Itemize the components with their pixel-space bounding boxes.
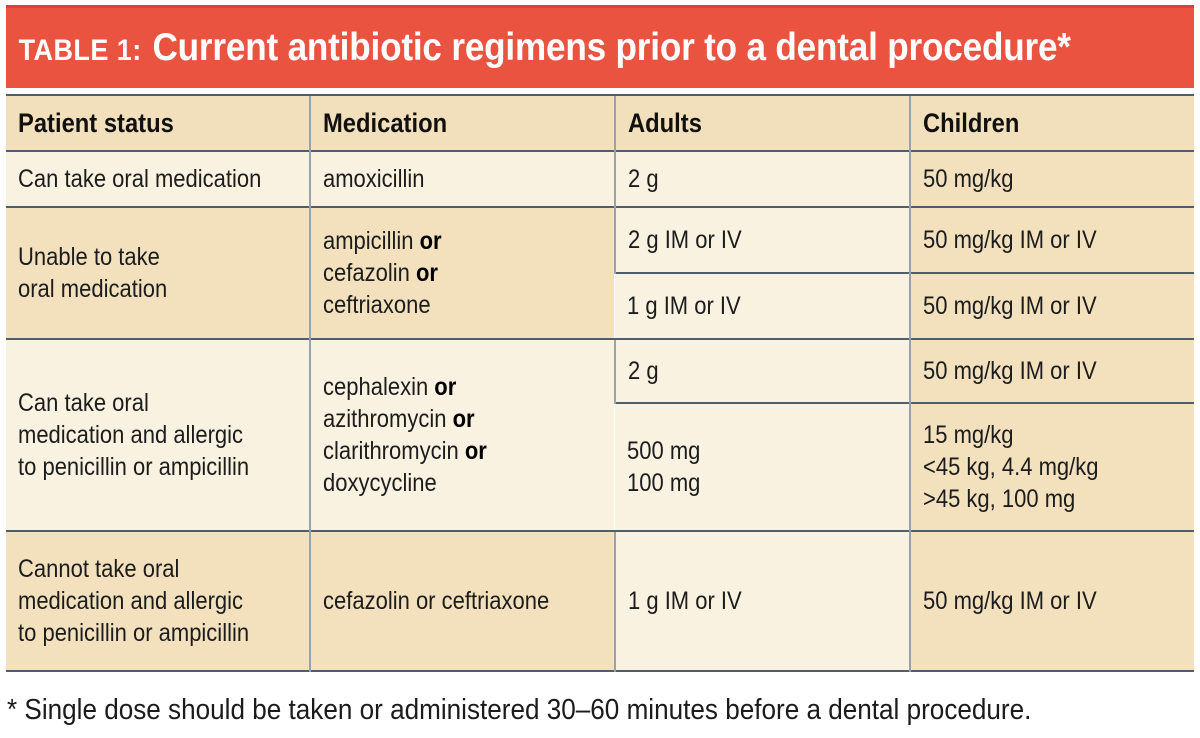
- regimen-table: Patient status Medication Adults Childre…: [6, 94, 1194, 672]
- cell-adults-dose: 1 g IM or IV: [615, 272, 910, 339]
- cell-adults-dose: 2 g: [614, 150, 910, 207]
- cell-adults-dose: 500 mg 100 mg: [615, 402, 910, 531]
- column-header-adults: Adults: [614, 94, 910, 151]
- children-dose-text: 15 mg/kg <45 kg, 4.4 mg/kg >45 kg, 100 mg: [923, 421, 1099, 513]
- column-header-medication: Medication: [309, 94, 615, 151]
- table-row: 1 g IM or IV 50 mg/kg IM or IV: [6, 272, 1194, 339]
- cell-patient-status: Unable to take oral medication: [6, 206, 310, 339]
- table-row: Can take oral medication and allergic to p…: [6, 338, 1194, 531]
- cell-children-dose: 50 mg/kg IM or IV: [909, 338, 1194, 403]
- table-row: Unable to take oral medication ampicillin …: [6, 206, 1194, 339]
- patient-status-text: Cannot take oral medication and allergic t…: [18, 555, 250, 647]
- adults-dose-text: 2 g IM or IV: [628, 226, 742, 254]
- column-header-row: Patient status Medication Adults Childre…: [6, 94, 1194, 151]
- patient-status-text: Unable to take oral medication: [18, 243, 168, 303]
- table-number-label: TABLE 1:: [18, 34, 142, 67]
- cell-adults-dose: 2 g: [614, 338, 910, 403]
- children-dose-text: 50 mg/kg IM or IV: [923, 226, 1097, 254]
- cell-adults-dose: 1 g IM or IV: [614, 530, 910, 671]
- cell-children-dose: 50 mg/kg IM or IV: [909, 530, 1194, 671]
- medication-list: amoxicillin: [323, 165, 425, 193]
- cell-medication: amoxicillin: [309, 150, 615, 207]
- adults-dose-text: 2 g: [628, 357, 659, 385]
- adults-dose-text: 500 mg 100 mg: [627, 437, 701, 497]
- table-row: Cannot take oral medication and allergic t…: [6, 530, 1194, 671]
- adults-dose-text: 1 g IM or IV: [627, 292, 741, 320]
- table-row: 500 mg 100 mg 15 mg/kg <45 kg, 4.4 mg/kg >45…: [6, 402, 1194, 531]
- cell-children-dose: 50 mg/kg IM or IV: [909, 206, 1194, 273]
- patient-status-text: Can take oral medication and allergic to p…: [18, 389, 250, 481]
- medication-list: cephalexin or azithromycin or clarithromyc…: [323, 373, 487, 497]
- footnote-text: * Single dose should be taken or adminis…: [7, 694, 1032, 726]
- cell-children-dose: 15 mg/kg <45 kg, 4.4 mg/kg >45 kg, 100 mg: [909, 402, 1194, 531]
- cell-medication: cephalexin or azithromycin or clarithromyc…: [309, 338, 615, 531]
- adults-dose-text: 1 g IM or IV: [628, 587, 742, 615]
- table-title-text: Current antibiotic regimens prior to a d…: [152, 26, 1071, 69]
- cell-children-dose: 50 mg/kg IM or IV: [909, 272, 1194, 339]
- children-dose-text: 50 mg/kg IM or IV: [923, 587, 1097, 615]
- medication-list: cefazolin or ceftriaxone: [323, 587, 550, 615]
- table-title-bar: TABLE 1: Current antibiotic regimens pri…: [6, 5, 1194, 88]
- cell-medication: ampicillin or cefazolin or ceftriaxone: [309, 206, 615, 339]
- cell-adults-dose: 2 g IM or IV: [614, 206, 910, 273]
- cell-children-dose: 50 mg/kg: [909, 150, 1194, 207]
- cell-patient-status: Can take oral medication: [6, 150, 310, 207]
- table-title: TABLE 1: Current antibiotic regimens pri…: [6, 26, 1071, 70]
- table-footnote: * Single dose should be taken or adminis…: [7, 692, 1195, 729]
- table-row: Can take oral medication amoxicillin 2 g 50…: [6, 150, 1194, 207]
- adults-dose-text: 2 g: [628, 165, 659, 193]
- children-dose-text: 50 mg/kg IM or IV: [923, 357, 1097, 385]
- patient-status-text: Can take oral medication: [18, 165, 262, 193]
- column-header-children: Children: [909, 94, 1194, 151]
- cell-medication: cefazolin or ceftriaxone: [309, 530, 615, 671]
- cell-patient-status: Cannot take oral medication and allergic t…: [6, 530, 310, 671]
- children-dose-text: 50 mg/kg: [923, 165, 1014, 193]
- children-dose-text: 50 mg/kg IM or IV: [923, 292, 1097, 320]
- medication-list: ampicillin or cefazolin or ceftriaxone: [323, 227, 442, 319]
- cell-patient-status: Can take oral medication and allergic to p…: [6, 338, 310, 531]
- column-header-patient-status: Patient status: [6, 94, 310, 151]
